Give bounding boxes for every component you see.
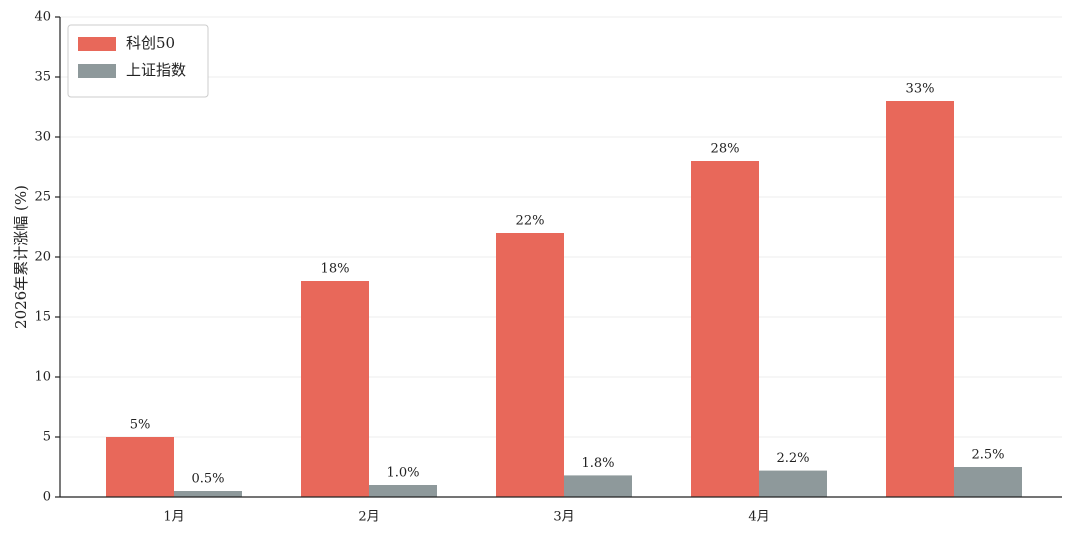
bar bbox=[564, 475, 632, 497]
x-tick-label: 1月 bbox=[163, 510, 184, 525]
y-tick-label: 20 bbox=[34, 250, 51, 265]
bar bbox=[691, 161, 759, 497]
y-tick-label: 10 bbox=[34, 370, 51, 385]
bar bbox=[954, 467, 1022, 497]
value-label: 22% bbox=[516, 214, 545, 229]
legend: 科创50 上证指数 bbox=[67, 24, 209, 98]
value-label: 1.8% bbox=[581, 456, 614, 471]
x-tick-label: 3月 bbox=[553, 510, 574, 525]
y-tick-label: 5 bbox=[43, 430, 51, 445]
x-tick-label: 4月 bbox=[748, 510, 769, 525]
bar bbox=[106, 437, 174, 497]
bar bbox=[174, 491, 242, 497]
value-label: 0.5% bbox=[191, 472, 224, 487]
y-tick-label: 30 bbox=[34, 130, 51, 145]
bar bbox=[496, 233, 564, 497]
bar bbox=[301, 281, 369, 497]
y-tick-label: 25 bbox=[34, 190, 51, 205]
bar bbox=[369, 485, 437, 497]
value-label: 18% bbox=[321, 262, 350, 277]
y-tick-label: 40 bbox=[34, 10, 51, 25]
value-label: 5% bbox=[130, 418, 151, 433]
bar bbox=[886, 101, 954, 497]
value-label: 1.0% bbox=[386, 466, 419, 481]
value-label: 2.2% bbox=[776, 451, 809, 466]
value-label: 28% bbox=[711, 142, 740, 157]
y-axis-label: 2026年累计涨幅 (%) bbox=[12, 185, 30, 329]
y-tick-label: 15 bbox=[34, 310, 51, 325]
value-label: 2.5% bbox=[971, 448, 1004, 463]
legend-label: 上证指数 bbox=[126, 61, 186, 79]
legend-label: 科创50 bbox=[126, 34, 175, 52]
legend-swatch bbox=[78, 37, 116, 51]
y-tick-label: 0 bbox=[43, 490, 51, 505]
y-tick-label: 35 bbox=[34, 70, 51, 85]
x-tick-label: 2月 bbox=[358, 510, 379, 525]
bar bbox=[759, 470, 827, 497]
legend-swatch bbox=[78, 64, 116, 78]
value-label: 33% bbox=[906, 82, 935, 97]
